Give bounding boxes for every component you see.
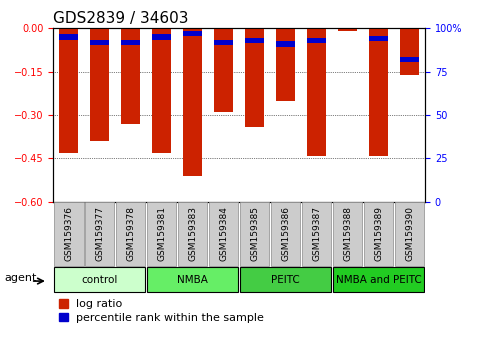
FancyBboxPatch shape (302, 202, 331, 266)
Bar (245, 28, 264, 127)
Bar (245, 38, 264, 43)
FancyBboxPatch shape (240, 202, 270, 266)
Text: GSM159384: GSM159384 (219, 206, 228, 261)
Bar (338, 28, 357, 31)
Text: NMBA and PEITC: NMBA and PEITC (336, 275, 422, 285)
Text: agent: agent (4, 273, 37, 283)
Bar (214, 40, 233, 45)
FancyBboxPatch shape (147, 202, 176, 266)
FancyBboxPatch shape (54, 202, 84, 266)
Legend: log ratio, percentile rank within the sample: log ratio, percentile rank within the sa… (59, 299, 264, 323)
Bar (369, 36, 388, 41)
Text: GSM159385: GSM159385 (250, 206, 259, 261)
Bar (307, 28, 326, 155)
Text: NMBA: NMBA (177, 275, 208, 285)
Bar (214, 28, 233, 112)
Text: GSM159390: GSM159390 (405, 206, 414, 261)
Bar (276, 28, 295, 101)
FancyBboxPatch shape (178, 202, 208, 266)
FancyBboxPatch shape (240, 267, 331, 292)
Text: GDS2839 / 34603: GDS2839 / 34603 (53, 11, 189, 26)
FancyBboxPatch shape (333, 202, 362, 266)
Bar (400, 57, 419, 62)
Text: PEITC: PEITC (271, 275, 300, 285)
Text: GSM159389: GSM159389 (374, 206, 383, 261)
FancyBboxPatch shape (209, 202, 239, 266)
FancyBboxPatch shape (147, 267, 239, 292)
Bar (90, 40, 109, 45)
Bar (369, 28, 388, 155)
Text: GSM159376: GSM159376 (64, 206, 73, 261)
Text: GSM159381: GSM159381 (157, 206, 166, 261)
FancyBboxPatch shape (395, 202, 425, 266)
Bar (184, 31, 202, 36)
Bar (90, 28, 109, 141)
Bar (121, 28, 140, 124)
FancyBboxPatch shape (333, 267, 425, 292)
Bar (121, 40, 140, 45)
Bar (307, 38, 326, 43)
FancyBboxPatch shape (364, 202, 394, 266)
Text: GSM159378: GSM159378 (126, 206, 135, 261)
Bar (152, 28, 171, 153)
Text: GSM159386: GSM159386 (281, 206, 290, 261)
FancyBboxPatch shape (116, 202, 145, 266)
Bar (276, 41, 295, 46)
FancyBboxPatch shape (85, 202, 114, 266)
Bar (184, 28, 202, 176)
Text: GSM159388: GSM159388 (343, 206, 352, 261)
FancyBboxPatch shape (54, 267, 145, 292)
Text: GSM159387: GSM159387 (312, 206, 321, 261)
Text: control: control (82, 275, 118, 285)
FancyBboxPatch shape (270, 202, 300, 266)
Bar (152, 34, 171, 40)
Bar (400, 28, 419, 75)
Bar (59, 28, 78, 153)
Text: GSM159383: GSM159383 (188, 206, 197, 261)
Text: GSM159377: GSM159377 (95, 206, 104, 261)
Bar (59, 34, 78, 40)
